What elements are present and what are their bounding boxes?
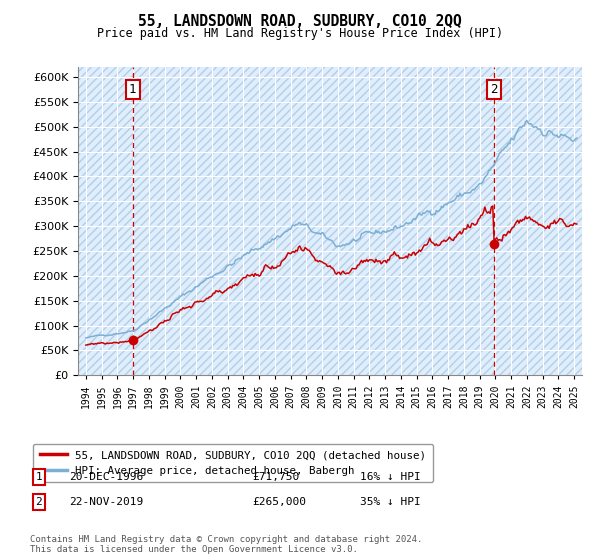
Text: £265,000: £265,000 [252,497,306,507]
Text: 1: 1 [35,472,43,482]
Text: 20-DEC-1996: 20-DEC-1996 [69,472,143,482]
Text: 55, LANDSDOWN ROAD, SUDBURY, CO10 2QQ: 55, LANDSDOWN ROAD, SUDBURY, CO10 2QQ [138,14,462,29]
Legend: 55, LANDSDOWN ROAD, SUDBURY, CO10 2QQ (detached house), HPI: Average price, deta: 55, LANDSDOWN ROAD, SUDBURY, CO10 2QQ (d… [33,444,433,482]
Text: 1: 1 [129,83,136,96]
Text: 22-NOV-2019: 22-NOV-2019 [69,497,143,507]
Text: 2: 2 [35,497,43,507]
Text: Contains HM Land Registry data © Crown copyright and database right 2024.
This d: Contains HM Land Registry data © Crown c… [30,535,422,554]
Text: Price paid vs. HM Land Registry's House Price Index (HPI): Price paid vs. HM Land Registry's House … [97,27,503,40]
Text: 16% ↓ HPI: 16% ↓ HPI [360,472,421,482]
Text: £71,750: £71,750 [252,472,299,482]
Text: 2: 2 [490,83,497,96]
Text: 35% ↓ HPI: 35% ↓ HPI [360,497,421,507]
